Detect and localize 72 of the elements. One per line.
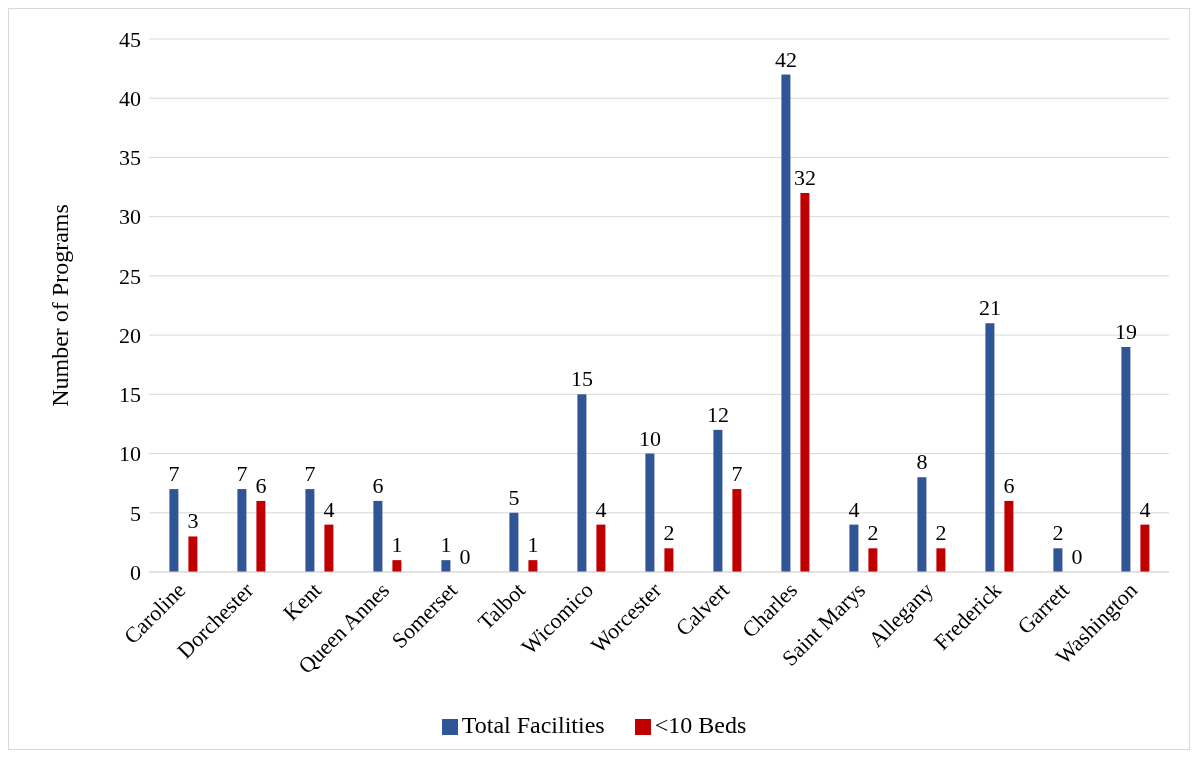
bar [664,548,674,572]
bar [1053,548,1063,572]
bar [596,524,606,572]
y-tick-label: 30 [119,204,141,230]
bar [305,489,315,572]
y-tick-label: 40 [119,86,141,112]
bar [441,560,451,572]
data-label: 12 [706,401,729,427]
data-label: 1 [440,532,452,558]
data-label: 6 [1003,472,1015,498]
data-label: 7 [236,461,248,487]
y-tick-label: 5 [130,500,141,526]
data-label: 1 [391,532,403,558]
bar [849,524,859,572]
data-label: 0 [459,544,471,569]
data-label: 7 [168,461,180,487]
legend-label: <10 Beds [654,712,747,738]
data-label: 7 [304,461,316,487]
y-tick-label: 25 [119,263,141,289]
data-label: 32 [793,164,816,190]
bar [917,477,927,572]
data-label: 3 [187,508,199,534]
y-tick-label: 15 [119,382,141,408]
data-label: 0 [1071,544,1083,569]
bar [169,489,179,572]
y-tick-label: 45 [119,26,141,52]
data-label: 2 [935,520,947,546]
data-label: 1 [527,532,539,558]
data-label: 42 [774,46,797,72]
data-label: 15 [570,366,593,392]
x-tick-label: Kent [278,577,327,626]
y-tick-label: 10 [119,441,141,467]
bar [1004,500,1014,572]
bar [1140,524,1150,572]
data-label: 4 [323,496,335,522]
data-label: 2 [1052,520,1064,546]
bar [256,500,266,572]
bar [188,536,198,572]
data-label: 6 [255,472,267,498]
bar [868,548,878,572]
data-label: 21 [978,295,1001,321]
bar [936,548,946,572]
bar [645,453,655,572]
data-label: 4 [848,496,860,522]
data-label: 10 [638,425,661,451]
y-tick-label: 20 [119,322,141,348]
bar [713,429,723,572]
legend-label: Total Facilities [461,712,605,738]
data-label: 7 [731,461,743,487]
data-label: 4 [595,496,607,522]
data-label: 2 [663,520,675,546]
data-label: 5 [508,484,520,510]
bar [392,560,402,572]
y-axis-title: Number of Programs [46,204,73,407]
bar [781,74,791,572]
bar [577,394,587,572]
data-label: 2 [867,520,879,546]
bar [324,524,334,572]
y-tick-label: 0 [130,559,141,585]
bar [237,489,247,572]
bar [1121,346,1131,572]
bar [509,512,519,572]
y-tick-label: 35 [119,145,141,171]
data-label: 19 [1114,318,1137,344]
data-label: 4 [1139,496,1151,522]
data-label: 8 [916,449,928,475]
bar [373,500,383,572]
data-label: 6 [372,472,384,498]
bar [985,323,995,572]
bar [528,560,538,572]
bar [800,192,810,572]
bar [732,489,742,572]
